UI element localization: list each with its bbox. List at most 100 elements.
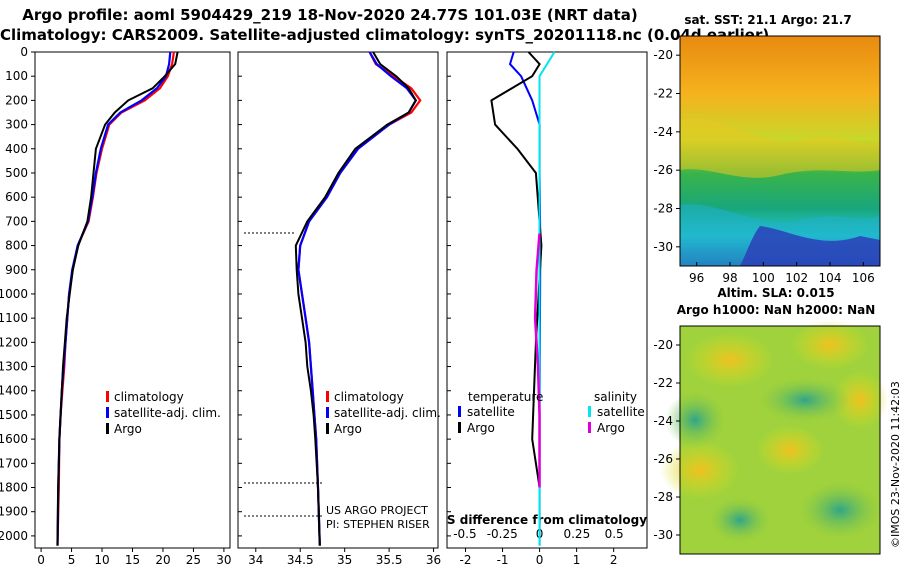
x-tick-label-temperature: -2 <box>460 553 472 567</box>
y-tick-label: 300 <box>5 118 28 132</box>
x-tick-label: 30 <box>216 553 231 567</box>
x-tick-label: 96 <box>689 271 704 285</box>
legend-label: Argo <box>114 422 142 436</box>
y-tick-label: 1000 <box>0 287 28 301</box>
sla-low-anomaly <box>710 498 770 542</box>
y-tick-label: 400 <box>5 142 28 156</box>
sst-map-title: sat. SST: 21.1 Argo: 21.7 <box>684 13 851 27</box>
legend-label: satellite <box>467 405 515 419</box>
sla-map-title-1: Altim. SLA: 0.015 <box>717 286 834 300</box>
x-tick-label-temperature: 1 <box>573 553 581 567</box>
plot-frame <box>446 51 648 549</box>
x-tick-label: 106 <box>852 271 875 285</box>
sla-low-anomaly <box>760 378 850 422</box>
y-tick-label: 2000 <box>0 529 28 543</box>
legend-swatch <box>326 423 329 434</box>
sla-map: -20 -22 -24 -26 -28 -30 <box>653 320 888 555</box>
y-tick-label: 1300 <box>0 360 28 374</box>
legend-swatch <box>588 422 591 433</box>
series-line-salinity-argo <box>533 233 541 488</box>
y-tick-label: -30 <box>653 528 673 542</box>
plot-title-line1: Argo profile: aoml 5904429_219 18-Nov-20… <box>22 6 638 24</box>
y-tick-label: 1600 <box>0 432 28 446</box>
sla-map-frame <box>679 325 881 555</box>
y-tick-label: 1400 <box>0 384 28 398</box>
project-label: US ARGO PROJECT <box>326 504 428 517</box>
y-tick-label: 700 <box>5 214 28 228</box>
sst-map: 96 98 100 102 104 106 -20 -22 -24 -26 -28 -30 <box>653 35 881 285</box>
legend-title-temperature: temperature <box>468 390 543 404</box>
y-tick-label: 1800 <box>0 481 28 495</box>
sla-map-title-2: Argo h1000: NaN h2000: NaN <box>677 303 876 317</box>
x-tick-label: 35 <box>337 553 352 567</box>
sla-high-anomaly <box>685 332 775 388</box>
legend-label: climatology <box>114 390 184 404</box>
x-axis-label: S difference from climatology <box>447 513 647 527</box>
series-line-argo <box>294 51 417 546</box>
y-tick-label: 500 <box>5 166 28 180</box>
pi-label: PI: STEPHEN RISER <box>326 518 430 531</box>
legend-label: satellite-adj. clim. <box>334 406 441 420</box>
y-tick-label: 1200 <box>0 335 28 349</box>
y-tick-label: 900 <box>5 263 28 277</box>
y-tick-label: 1100 <box>0 311 28 325</box>
y-tick-label: 800 <box>5 239 28 253</box>
x-tick-label: 5 <box>68 553 76 567</box>
x-tick-label: 35.5 <box>376 553 403 567</box>
y-tick-label: 1500 <box>0 408 28 422</box>
y-tick-label: -26 <box>653 163 673 177</box>
y-tick-label: 200 <box>5 93 28 107</box>
legend-title-salinity: salinity <box>594 390 637 404</box>
x-tick-label-salinity: 0.25 <box>563 527 590 541</box>
plot-title-line2: Climatology: CARS2009. Satellite-adjuste… <box>0 26 770 44</box>
x-tick-label: 102 <box>785 271 808 285</box>
legend-label: Argo <box>467 421 495 435</box>
sla-low-anomaly <box>800 482 880 538</box>
sst-warm-tongue <box>680 118 880 178</box>
sla-high-anomaly <box>832 370 888 430</box>
sla-high-anomaly <box>790 320 870 370</box>
y-tick-label: 600 <box>5 190 28 204</box>
y-tick-label: 1900 <box>0 505 28 519</box>
plot-frame <box>237 51 439 549</box>
y-tick-label: -30 <box>653 240 673 254</box>
x-tick-label-salinity: -0.25 <box>487 527 518 541</box>
legend-swatch <box>458 406 461 417</box>
y-tick-label: -28 <box>653 202 673 216</box>
legend-swatch <box>106 407 109 418</box>
y-tick-label: -22 <box>653 87 673 101</box>
series-line-argo <box>56 51 179 546</box>
y-tick-label: -26 <box>653 452 673 466</box>
legend-label: satellite <box>597 405 645 419</box>
x-tick-label: 20 <box>155 553 170 567</box>
x-tick-label-salinity: 0.5 <box>605 527 624 541</box>
y-tick-label: -28 <box>653 490 673 504</box>
legend-swatch <box>588 406 591 417</box>
legend-swatch <box>106 391 109 402</box>
x-tick-label: 36 <box>426 553 441 567</box>
x-tick-label: 104 <box>819 271 842 285</box>
series-line-temperature-argo <box>490 51 543 488</box>
legend-swatch <box>326 407 329 418</box>
x-tick-label: 25 <box>186 553 201 567</box>
y-tick-label: 100 <box>5 69 28 83</box>
legend-swatch <box>458 422 461 433</box>
y-tick-label: -20 <box>653 338 673 352</box>
x-tick-label: 10 <box>94 553 109 567</box>
sla-low-anomaly <box>665 392 725 448</box>
y-tick-label: -24 <box>653 414 673 428</box>
y-tick-label: -24 <box>653 125 673 139</box>
legend-label: Argo <box>334 422 362 436</box>
x-tick-label: 0 <box>37 553 45 567</box>
legend-label: satellite-adj. clim. <box>114 406 221 420</box>
legend-label: climatology <box>334 390 404 404</box>
y-tick-label: 1700 <box>0 456 28 470</box>
x-tick-label-temperature: 0 <box>536 553 544 567</box>
legend-swatch <box>106 423 109 434</box>
difference-panel: -2 -1 0 1 2-0.5 -0.25 0 0.25 0.5S difference fro… <box>446 51 648 567</box>
sla-high-anomaly <box>755 425 825 475</box>
legend-label: Argo <box>597 421 625 435</box>
imos-timestamp: ©IMOS 23-Nov-2020 11:42:03 <box>889 381 900 548</box>
legend-swatch <box>326 391 329 402</box>
